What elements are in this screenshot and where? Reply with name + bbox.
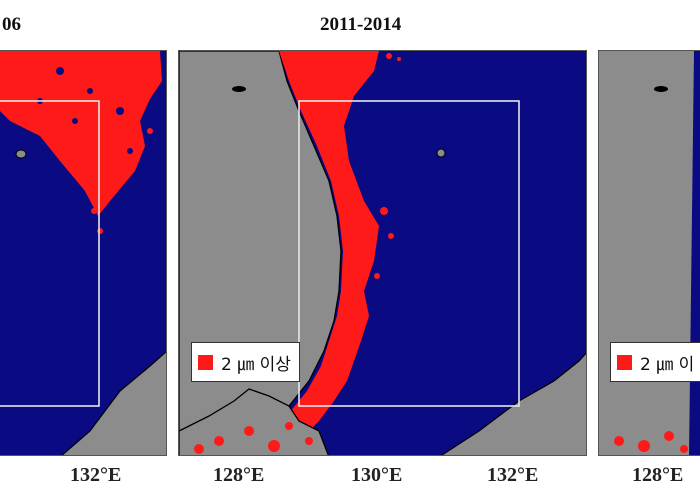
panel-title-center: 2011-2014 [320,14,402,35]
map-left-canvas [0,51,166,455]
map-right-canvas [599,51,700,455]
tick-label: 128°E [213,464,265,486]
legend-swatch [198,354,213,370]
shallow-region-left [0,51,162,216]
study-box-left [0,100,100,407]
tick-label: 128°E [632,464,684,486]
land-left [61,351,166,455]
legend-label: 2 ㎛ 이상 [221,354,291,375]
speckle-south [194,422,313,454]
land-japan [440,352,586,455]
island-left [15,149,27,159]
legend-center: 2 ㎛ 이상 [191,342,300,382]
island-right [654,86,668,92]
island-ulleung [436,148,446,158]
island-north [232,86,246,92]
shallow-coastal-band [264,51,379,451]
map-center-canvas [179,51,586,455]
tick-label: 130°E [351,464,403,486]
speckle-center [374,53,401,279]
legend-label: 2 ㎛ 이 [640,354,695,375]
panel-title-left: 06 [2,14,21,35]
land-right [599,51,700,455]
study-box-center [298,100,520,407]
map-panel-left [0,50,167,456]
legend-swatch [617,354,632,370]
map-panel-right [598,50,700,456]
speckle-right [614,431,688,453]
map-panel-center [178,50,587,456]
legend-right: 2 ㎛ 이 [610,342,700,382]
tick-label: 132°E [487,464,539,486]
tick-label: 132°E [70,464,122,486]
